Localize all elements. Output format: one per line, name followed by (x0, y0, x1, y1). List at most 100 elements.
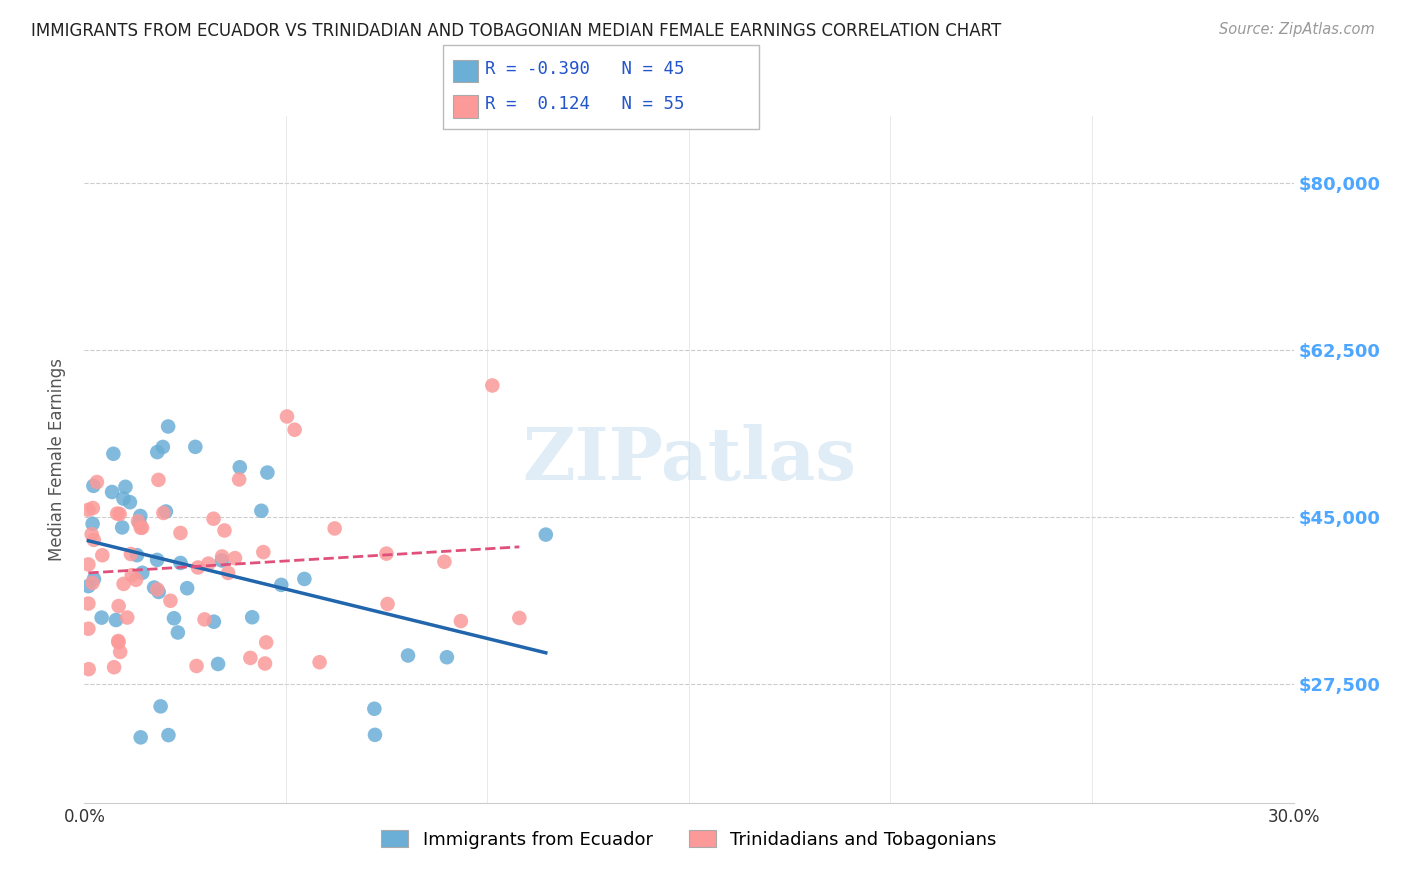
Point (187, 560, 209, 574)
Point (211, 549, 233, 564)
Point (364, 728, 387, 742)
Point (254, 635, 277, 649)
Text: R = -0.390   N = 45: R = -0.390 N = 45 (485, 60, 685, 78)
Point (239, 651, 262, 665)
Point (105, 507, 128, 521)
Point (323, 521, 346, 535)
Point (270, 578, 292, 592)
Point (211, 553, 233, 567)
Point (363, 702, 385, 716)
Point (146, 582, 169, 597)
Point (146, 553, 169, 567)
Point (105, 613, 128, 627)
Point (107, 634, 129, 648)
Point (250, 504, 273, 518)
Point (82, 500, 104, 515)
Point (115, 610, 138, 624)
Point (125, 548, 148, 562)
Y-axis label: Median Female Earnings: Median Female Earnings (48, 358, 66, 561)
Point (481, 378, 503, 392)
Point (125, 573, 148, 587)
Text: R =  0.124   N = 55: R = 0.124 N = 55 (485, 95, 685, 113)
Point (375, 547, 398, 561)
Point (197, 557, 219, 571)
Point (176, 581, 198, 595)
Point (167, 625, 190, 640)
Legend: Immigrants from Ecuador, Trinidadians and Tobagonians: Immigrants from Ecuador, Trinidadians an… (381, 830, 997, 848)
Point (450, 614, 472, 628)
Point (169, 556, 191, 570)
Point (149, 699, 172, 714)
Point (207, 657, 229, 671)
Point (131, 566, 153, 580)
Point (152, 440, 174, 454)
Point (148, 473, 170, 487)
Point (129, 508, 152, 523)
Point (129, 731, 152, 745)
Point (82, 479, 104, 493)
Point (155, 504, 177, 518)
Point (107, 635, 129, 649)
Point (103, 447, 125, 461)
Point (256, 466, 278, 480)
Point (284, 423, 307, 437)
Point (103, 660, 125, 674)
Point (114, 480, 136, 494)
Point (224, 551, 246, 566)
Point (77, 503, 100, 517)
Point (107, 599, 129, 613)
Point (377, 597, 399, 611)
Point (193, 612, 215, 626)
Point (152, 506, 174, 520)
Text: ZIPatlas: ZIPatlas (522, 424, 856, 495)
Point (214, 524, 236, 538)
Text: Source: ZipAtlas.com: Source: ZipAtlas.com (1219, 22, 1375, 37)
Point (436, 650, 458, 665)
Point (80, 527, 103, 541)
Point (534, 527, 557, 541)
Point (112, 577, 135, 591)
Point (159, 593, 181, 607)
Point (252, 545, 274, 559)
Point (128, 516, 150, 530)
Point (508, 611, 530, 625)
Point (240, 610, 263, 624)
Point (308, 655, 330, 669)
Text: IMMIGRANTS FROM ECUADOR VS TRINIDADIAN AND TOBAGONIAN MEDIAN FEMALE EARNINGS COR: IMMIGRANTS FROM ECUADOR VS TRINIDADIAN A… (31, 22, 1001, 40)
Point (111, 520, 134, 534)
Point (101, 485, 124, 500)
Point (292, 572, 315, 586)
Point (169, 526, 191, 541)
Point (90, 610, 112, 624)
Point (77, 662, 100, 676)
Point (253, 657, 276, 671)
Point (118, 495, 141, 509)
Point (86, 475, 108, 489)
Point (396, 648, 419, 663)
Point (112, 491, 135, 506)
Point (146, 445, 169, 459)
Point (108, 507, 131, 521)
Point (127, 514, 149, 528)
Point (276, 409, 298, 424)
Point (129, 521, 152, 535)
Point (143, 581, 166, 595)
Point (82, 576, 104, 591)
Point (91, 548, 114, 562)
Point (77, 558, 100, 572)
Point (77, 579, 100, 593)
Point (217, 566, 239, 580)
Point (163, 611, 186, 625)
Point (202, 512, 225, 526)
Point (83, 533, 105, 547)
Point (121, 568, 143, 582)
Point (186, 659, 208, 673)
Point (228, 473, 250, 487)
Point (77, 597, 100, 611)
Point (82, 516, 104, 531)
Point (157, 419, 180, 434)
Point (77, 622, 100, 636)
Point (120, 547, 142, 561)
Point (83, 572, 105, 586)
Point (131, 521, 153, 535)
